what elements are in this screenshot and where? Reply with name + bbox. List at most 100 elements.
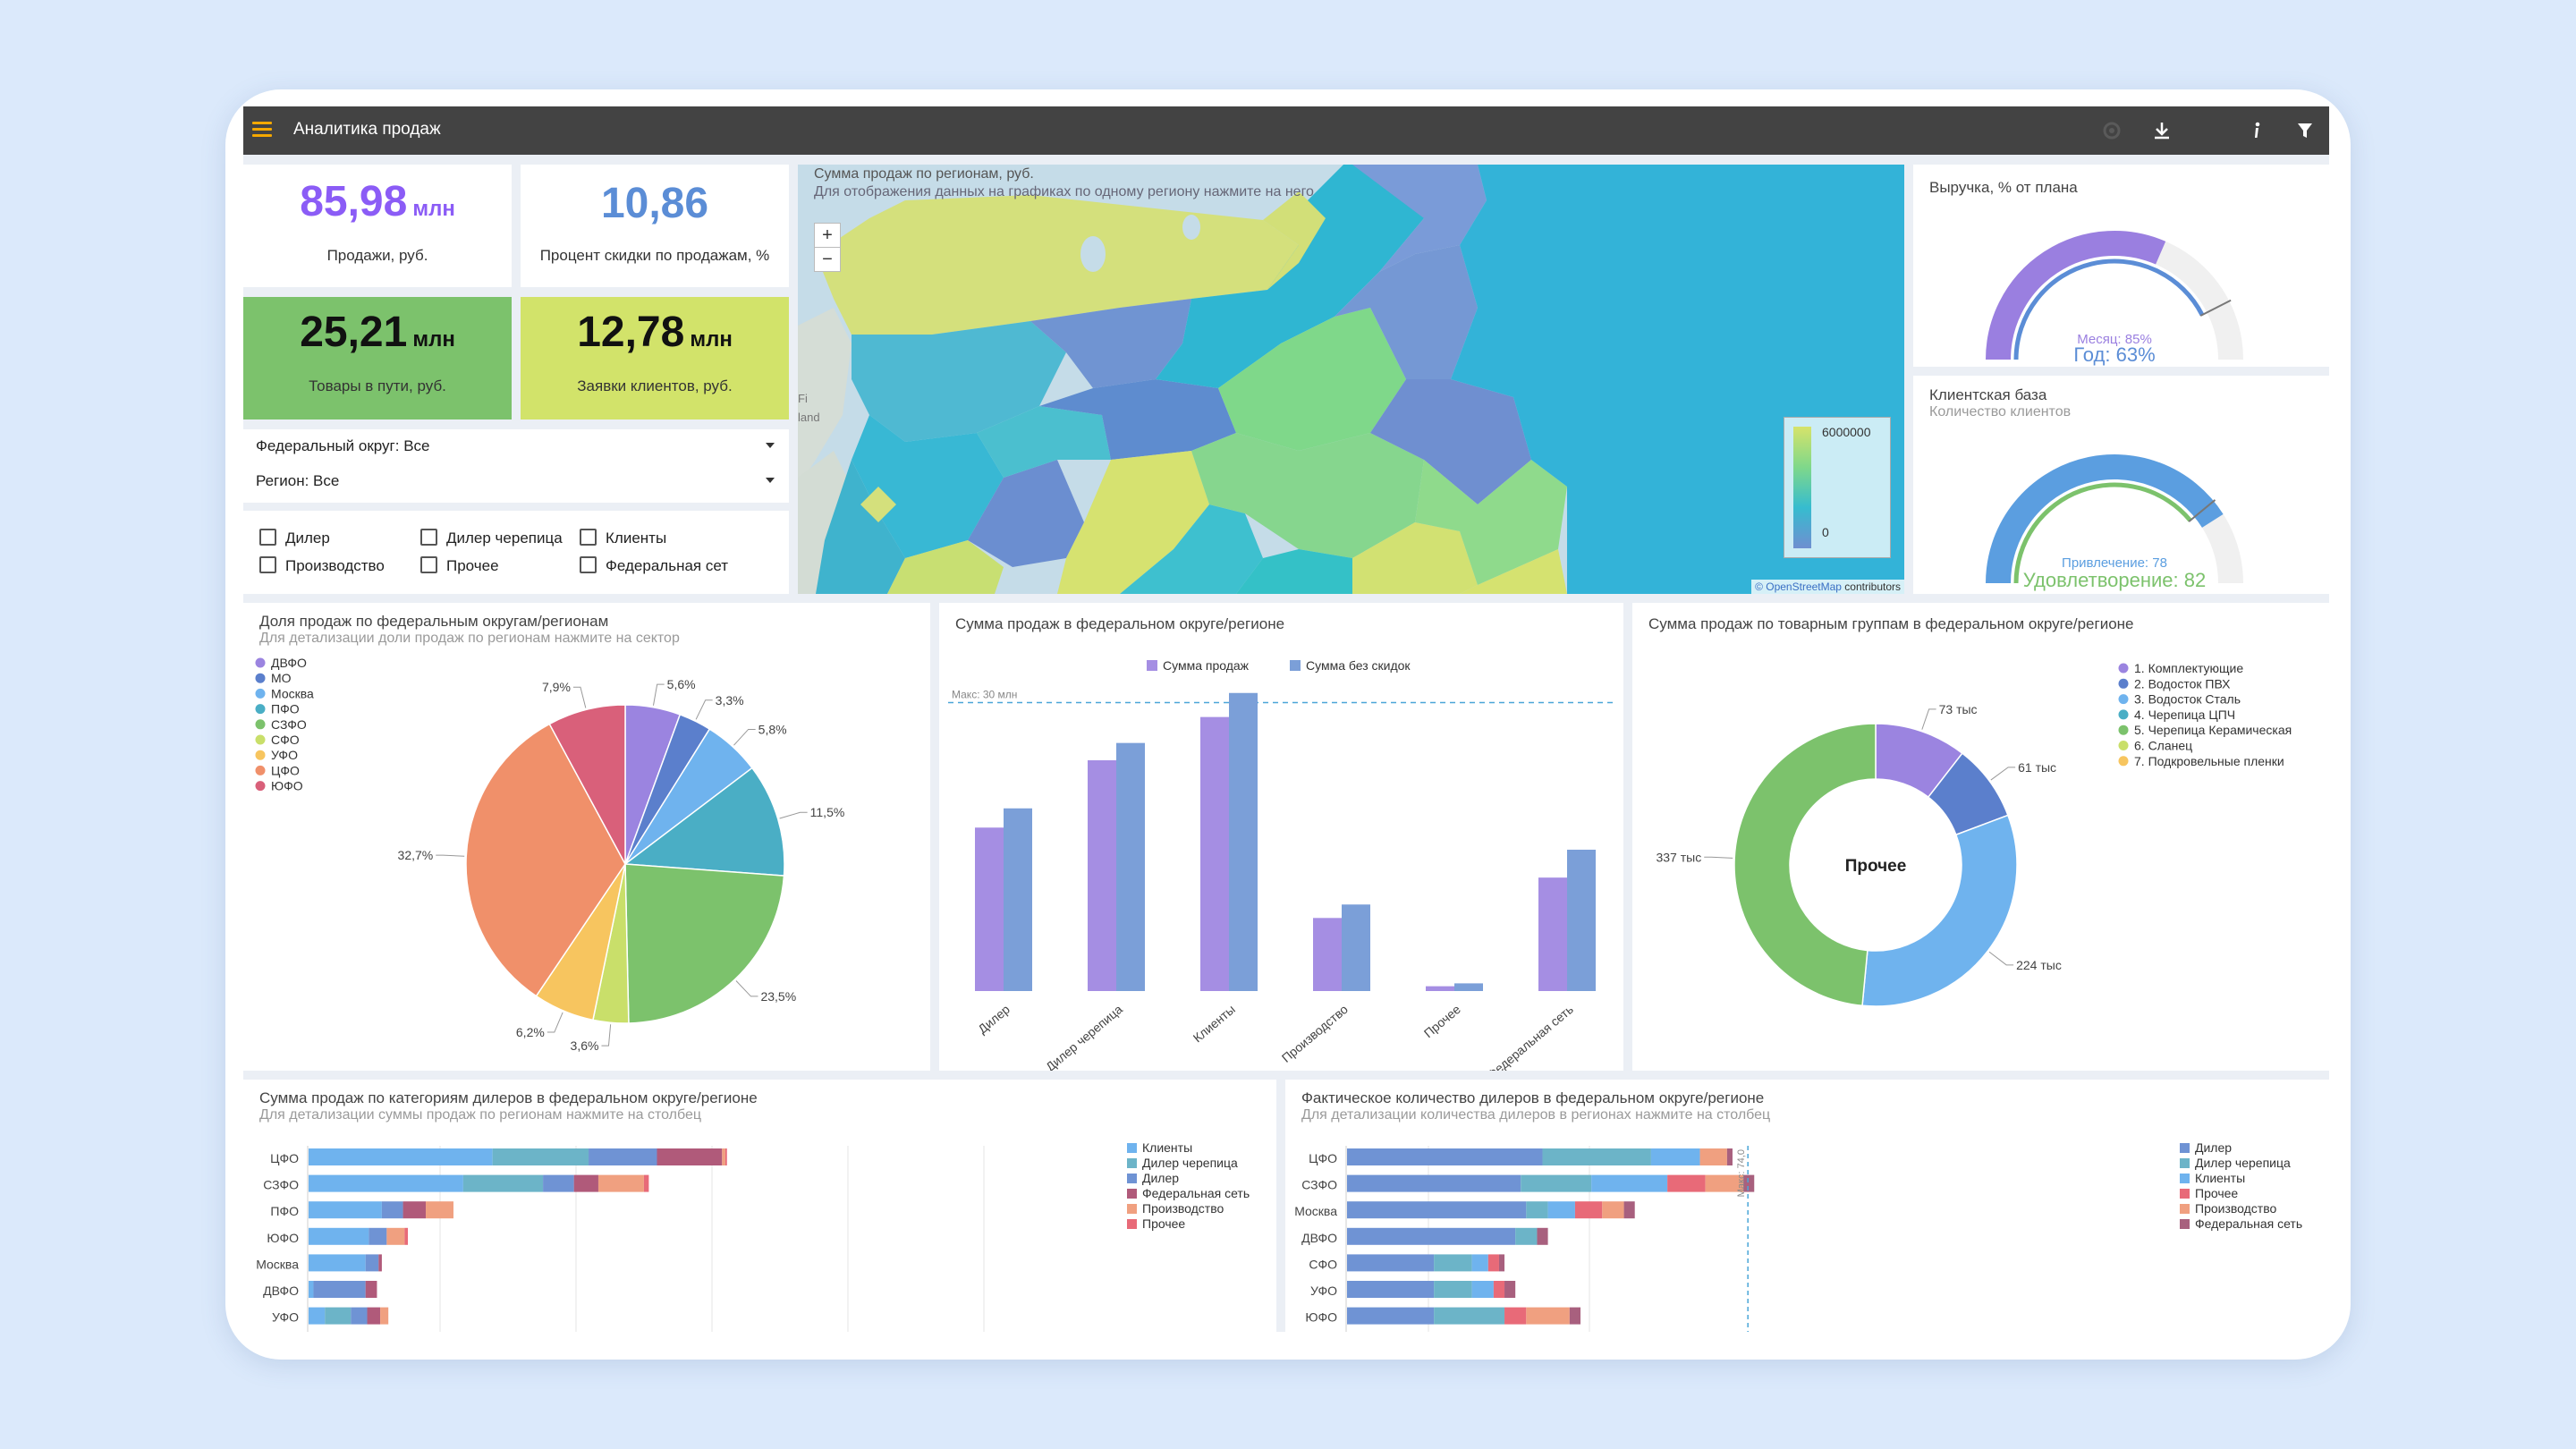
bar-юфо-производство[interactable] <box>386 1227 405 1245</box>
legend-item-пфо[interactable]: ПФО <box>271 702 300 716</box>
kpi-sales-card[interactable]: 85,98 млн Продажи, руб. <box>243 165 512 287</box>
bar-клиенты-сумма-продаж[interactable] <box>1200 716 1229 991</box>
bar-сзфо-прочее[interactable] <box>643 1174 649 1192</box>
zoom-in-button[interactable]: + <box>814 223 841 248</box>
bar-сфо-клиенты[interactable] <box>1471 1254 1488 1272</box>
bar-цфо-дилер[interactable] <box>1347 1148 1543 1165</box>
legend-item-производство[interactable]: Производство <box>2195 1201 2276 1216</box>
bar-прочее-сумма-без-скидок[interactable] <box>1454 983 1483 991</box>
legend-item-дилер-черепица[interactable]: Дилер черепица <box>2195 1156 2291 1170</box>
bar-уфо-федеральная-сеть[interactable] <box>367 1307 381 1325</box>
bar-уфо-клиенты[interactable] <box>309 1307 326 1325</box>
region-map[interactable] <box>798 165 1904 594</box>
bar-уфо-дилер-черепица[interactable] <box>325 1307 352 1325</box>
bar-юфо-дилер-черепица[interactable] <box>1434 1307 1505 1325</box>
legend-item-цфо[interactable]: ЦФО <box>271 763 300 777</box>
kpi-client-orders-card[interactable]: 12,78 млн Заявки клиентов, руб. <box>521 297 789 419</box>
bar-сзфо-клиенты[interactable] <box>1591 1174 1668 1192</box>
legend-item-юфо[interactable]: ЮФО <box>271 779 303 793</box>
checkbox-production[interactable]: Производство <box>259 556 385 575</box>
bar-сфо-дилер-черепица[interactable] <box>1434 1254 1472 1272</box>
region-select[interactable]: Регион: Все <box>256 472 784 490</box>
bar-уфо-клиенты[interactable] <box>1471 1281 1494 1298</box>
legend-item-уфо[interactable]: УФО <box>271 748 298 762</box>
bar-сзфо-дилер-черепица[interactable] <box>462 1174 544 1192</box>
legend-item-5-черепица-керамическая[interactable]: 5. Черепица Керамическая <box>2134 723 2292 737</box>
bar-москва-прочее[interactable] <box>1574 1201 1603 1219</box>
bar-уфо-производство[interactable] <box>380 1307 389 1325</box>
legend-item-федеральная-сеть[interactable]: Федеральная сеть <box>2195 1216 2302 1231</box>
district-select[interactable]: Федеральный округ: Все <box>256 437 784 455</box>
checkbox-federal-network[interactable]: Федеральная сет <box>580 556 728 575</box>
legend-item-мо[interactable]: МО <box>271 671 292 685</box>
bar-цфо-дилер[interactable] <box>589 1148 657 1165</box>
kpi-discount-card[interactable]: 10,86 Процент скидки по продажам, % <box>521 165 789 287</box>
legend-item-4-черепица-цпч[interactable]: 4. Черепица ЦПЧ <box>2134 708 2235 722</box>
legend-item-сумма-без-скидок[interactable]: Сумма без скидок <box>1306 658 1411 673</box>
legend-item-сфо[interactable]: СФО <box>271 733 300 747</box>
bar-цфо-дилер-черепица[interactable] <box>1542 1148 1651 1165</box>
bar-федеральная-сеть-сумма-продаж[interactable] <box>1538 877 1567 991</box>
pie-slice-цфо[interactable] <box>465 723 626 997</box>
bar-юфо-прочее[interactable] <box>1504 1307 1527 1325</box>
bar-пфо-производство[interactable] <box>426 1201 453 1219</box>
legend-item-клиенты[interactable]: Клиенты <box>1142 1140 1192 1155</box>
bar-производство-сумма-без-скидок[interactable] <box>1342 904 1370 991</box>
checkbox-other[interactable]: Прочее <box>420 556 499 575</box>
legend-item-прочее[interactable]: Прочее <box>1142 1216 1185 1231</box>
bar-сзфо-федеральная-сеть[interactable] <box>1743 1174 1755 1192</box>
osm-link[interactable]: © OpenStreetMap <box>1755 580 1842 593</box>
bar-сзфо-прочее[interactable] <box>1667 1174 1706 1192</box>
bar-цфо-клиенты[interactable] <box>309 1148 493 1165</box>
bar-москва-дилер[interactable] <box>1347 1201 1527 1219</box>
bar-дилер-черепица-сумма-продаж[interactable] <box>1088 760 1116 991</box>
legend-item-москва[interactable]: Москва <box>271 686 314 700</box>
dealer-sales-bar-chart[interactable]: ЦФОСЗФОПФОЮФОМоскваДВФОУФОМОКлиентыДилер… <box>243 1080 1276 1332</box>
legend-item-7-подкровельные-пленки[interactable]: 7. Подкровельные пленки <box>2134 754 2284 768</box>
bar-цфо-дилер-черепица[interactable] <box>492 1148 589 1165</box>
legend-item-сумма-продаж[interactable]: Сумма продаж <box>1163 658 1250 673</box>
bar-юфо-производство[interactable] <box>1526 1307 1570 1325</box>
bar-цфо-прочее[interactable] <box>724 1148 727 1165</box>
legend-item-6-сланец[interactable]: 6. Сланец <box>2134 739 2192 753</box>
legend-item-прочее[interactable]: Прочее <box>2195 1186 2238 1200</box>
bar-двфо-дилер-черепица[interactable] <box>1515 1227 1538 1245</box>
bar-москва-федеральная-сеть[interactable] <box>378 1254 382 1272</box>
bar-дилер-черепица-сумма-без-скидок[interactable] <box>1116 742 1145 991</box>
bar-цфо-клиенты[interactable] <box>1650 1148 1700 1165</box>
bar-дилер-сумма-без-скидок[interactable] <box>1004 808 1032 991</box>
bar-пфо-дилер[interactable] <box>381 1201 403 1219</box>
bar-сзфо-производство[interactable] <box>597 1174 644 1192</box>
pie-slice-пфо[interactable] <box>623 767 785 877</box>
bar-уфо-дилер-черепица[interactable] <box>1434 1281 1472 1298</box>
bar-прочее-сумма-продаж[interactable] <box>1426 986 1454 991</box>
bar-цфо-федеральная-сеть[interactable] <box>1726 1148 1733 1165</box>
info-icon[interactable] <box>2243 117 2270 144</box>
bar-цфо-производство[interactable] <box>1699 1148 1727 1165</box>
donut-slice-3-водосток-сталь[interactable] <box>1861 814 2018 1007</box>
bar-клиенты-сумма-без-скидок[interactable] <box>1229 692 1258 991</box>
download-icon[interactable] <box>2148 117 2175 144</box>
bar-уфо-дилер[interactable] <box>1347 1281 1435 1298</box>
legend-item-1-комплектующие[interactable]: 1. Комплектующие <box>2134 661 2243 675</box>
checkbox-dealer[interactable]: Дилер <box>259 529 330 547</box>
bar-юфо-дилер[interactable] <box>1347 1307 1435 1325</box>
filter-funnel-icon[interactable] <box>2292 117 2318 144</box>
bar-сзфо-производство[interactable] <box>1705 1174 1744 1192</box>
bar-пфо-федеральная-сеть[interactable] <box>402 1201 427 1219</box>
hamburger-menu-icon[interactable] <box>250 119 274 140</box>
bar-сфо-дилер[interactable] <box>1347 1254 1435 1272</box>
bar-москва-производство[interactable] <box>1602 1201 1624 1219</box>
legend-item-2-водосток-пвх[interactable]: 2. Водосток ПВХ <box>2134 676 2231 691</box>
legend-item-сзфо[interactable]: СЗФО <box>271 717 307 732</box>
legend-item-3-водосток-сталь[interactable]: 3. Водосток Сталь <box>2134 692 2241 707</box>
legend-item-дилер-черепица[interactable]: Дилер черепица <box>1142 1156 1238 1170</box>
legend-item-дилер[interactable]: Дилер <box>2195 1140 2232 1155</box>
checkbox-dealer-tile[interactable]: Дилер черепица <box>420 529 563 547</box>
district-sales-bar-chart[interactable]: Сумма продаж Сумма без скидок Макс: 30 млн… <box>939 603 1623 1071</box>
bar-двфо-федеральная-сеть[interactable] <box>365 1281 377 1298</box>
donut-slice-5-черепица-керамическая[interactable] <box>1733 723 1877 1007</box>
bar-уфо-прочее[interactable] <box>1493 1281 1505 1298</box>
